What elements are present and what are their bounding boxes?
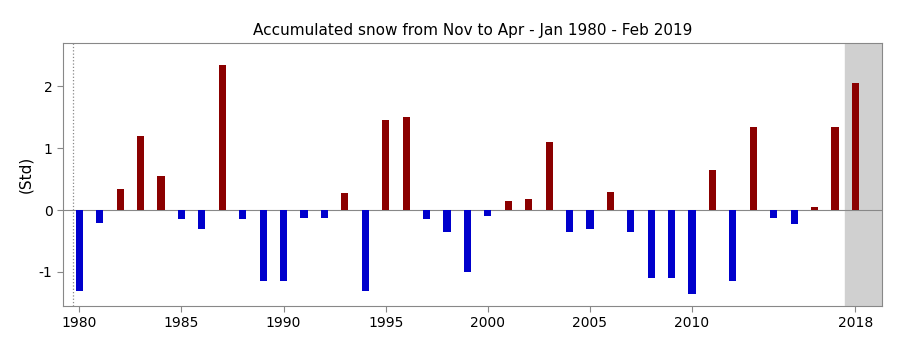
Bar	[729, 210, 736, 281]
Bar	[627, 210, 634, 232]
Bar	[76, 210, 83, 291]
Bar	[301, 210, 308, 217]
Bar	[239, 210, 247, 220]
Bar	[321, 210, 328, 217]
Bar	[832, 127, 839, 210]
Bar	[341, 193, 348, 210]
Bar	[423, 210, 430, 220]
Bar	[198, 210, 205, 229]
Bar	[852, 84, 859, 210]
Bar	[648, 210, 655, 278]
Bar	[464, 210, 471, 272]
Bar	[158, 176, 165, 210]
Bar	[280, 210, 287, 281]
Bar	[219, 65, 226, 210]
Bar	[505, 201, 512, 210]
Bar	[96, 210, 104, 222]
Bar	[845, 43, 882, 306]
Y-axis label: (Std): (Std)	[18, 156, 33, 193]
Bar	[709, 170, 716, 210]
Bar	[117, 189, 124, 210]
Bar	[688, 210, 696, 294]
Bar	[137, 136, 144, 210]
Bar	[484, 210, 491, 216]
Bar	[382, 121, 390, 210]
Bar	[444, 210, 451, 232]
Bar	[402, 117, 410, 210]
Bar	[178, 210, 185, 220]
Bar	[790, 210, 797, 224]
Bar	[668, 210, 675, 278]
Bar	[587, 210, 593, 229]
Bar	[525, 199, 532, 210]
Bar	[259, 210, 266, 281]
Bar	[811, 207, 818, 210]
Bar	[607, 192, 614, 210]
Title: Accumulated snow from Nov to Apr - Jan 1980 - Feb 2019: Accumulated snow from Nov to Apr - Jan 1…	[253, 23, 692, 38]
Bar	[750, 127, 757, 210]
Bar	[770, 210, 778, 217]
Bar	[362, 210, 369, 291]
Bar	[566, 210, 573, 232]
Bar	[545, 142, 553, 210]
